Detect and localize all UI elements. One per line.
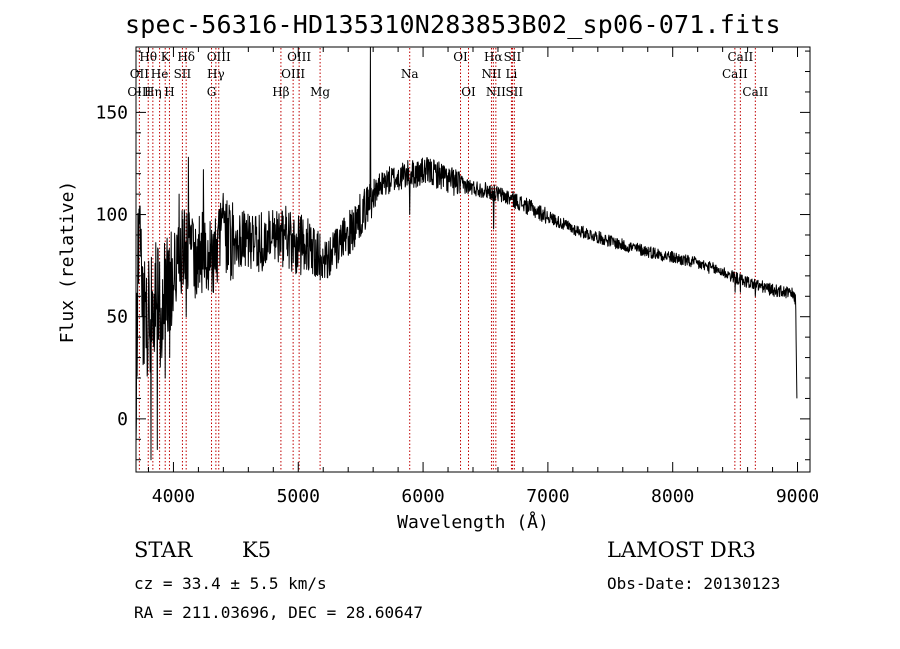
line-label: CaII: [722, 67, 748, 81]
object-class: STAR: [134, 538, 193, 562]
chart-title: spec-56316-HD135310N283853B02_sp06-071.f…: [125, 10, 781, 39]
line-label: Hγ: [207, 67, 225, 81]
line-label: CaII: [727, 50, 753, 64]
line-label: Hδ: [177, 50, 195, 64]
line-label: OII: [130, 67, 150, 81]
line-label: He: [151, 67, 169, 81]
line-label: SII: [505, 85, 523, 99]
line-label: Na: [401, 67, 419, 81]
x-tick-label: 5000: [277, 486, 320, 507]
x-axis-label: Wavelength (Å): [397, 511, 549, 533]
axis-ticks: 4000 5000 6000 7000 8000 9000 0 50 100 150: [95, 47, 819, 507]
line-label: OIII: [207, 50, 231, 64]
spectrum-line: [135, 46, 798, 461]
y-axis-label: Flux (relative): [57, 181, 78, 344]
line-label: Hη: [144, 85, 162, 99]
line-label: CaII: [742, 85, 768, 99]
y-tick-label: 50: [106, 307, 128, 328]
line-label: OI: [461, 85, 476, 99]
object-subclass: K5: [242, 538, 272, 562]
line-label: H: [164, 85, 174, 99]
y-tick-label: 150: [95, 102, 128, 123]
x-tick-label: 7000: [526, 486, 569, 507]
line-label: Hα: [484, 50, 503, 64]
x-tick-label: 4000: [152, 486, 195, 507]
line-label: Hθ: [139, 50, 157, 64]
spectrum-layer: [135, 46, 798, 461]
coordinates: RA = 211.03696, DEC = 28.60647: [134, 603, 423, 622]
line-label: OIII: [287, 50, 311, 64]
observation-date: Obs-Date: 20130123: [607, 574, 781, 593]
y-tick-label: 100: [95, 205, 128, 226]
x-tick-label: 6000: [401, 486, 444, 507]
line-label: NII: [486, 85, 506, 99]
line-label: Li: [506, 67, 518, 81]
line-label: K: [161, 50, 171, 64]
line-label: SII: [504, 50, 522, 64]
line-label: Hβ: [272, 85, 289, 99]
survey-name: LAMOST DR3: [607, 538, 756, 562]
line-label: Mg: [310, 85, 330, 99]
line-label: SII: [174, 67, 192, 81]
redshift-value: cz = 33.4 ± 5.5 km/s: [134, 574, 327, 593]
line-label: OIII: [281, 67, 305, 81]
line-label: OIII: [127, 85, 151, 99]
y-tick-label: 0: [117, 409, 128, 430]
line-label: OI: [453, 50, 468, 64]
x-tick-label: 9000: [776, 486, 819, 507]
line-label: NII: [481, 67, 501, 81]
x-tick-label: 8000: [651, 486, 694, 507]
line-label: G: [207, 85, 217, 99]
